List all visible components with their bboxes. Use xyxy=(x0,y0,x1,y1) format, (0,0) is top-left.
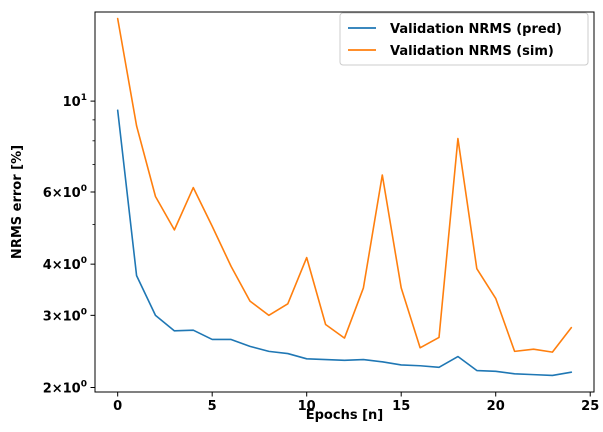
series-line-0 xyxy=(116,109,573,377)
y-axis-label: NRMS error [%] xyxy=(10,145,25,259)
x-tick-label: 0 xyxy=(113,399,122,414)
x-tick-label: 20 xyxy=(487,399,505,414)
legend: Validation NRMS (pred) Validation NRMS (s… xyxy=(339,12,589,66)
series-layer xyxy=(116,17,573,377)
x-tick-label: 15 xyxy=(392,399,410,414)
x-tick-label: 10 xyxy=(298,399,316,414)
y-tick-label: 6×100 xyxy=(43,184,87,201)
series-line-1 xyxy=(116,17,573,353)
y-tick-label: 4×100 xyxy=(43,256,87,273)
legend-label-0: Validation NRMS (pred) xyxy=(390,22,562,37)
y-axis: 2×100 3×100 4×100 6×100 101 xyxy=(43,93,95,396)
legend-label-1: Validation NRMS (sim) xyxy=(390,44,554,59)
y-tick-label: 2×100 xyxy=(43,379,87,396)
x-tick-label: 25 xyxy=(581,399,599,414)
x-axis: 0 5 10 15 20 25 xyxy=(113,392,599,414)
x-tick-label: 5 xyxy=(208,399,217,414)
y-tick-label: 101 xyxy=(63,93,87,110)
plot-frame xyxy=(94,11,595,393)
y-tick-label: 3×100 xyxy=(43,307,87,324)
x-axis-label: Epochs [n] xyxy=(306,408,383,423)
legend-box xyxy=(339,12,589,66)
